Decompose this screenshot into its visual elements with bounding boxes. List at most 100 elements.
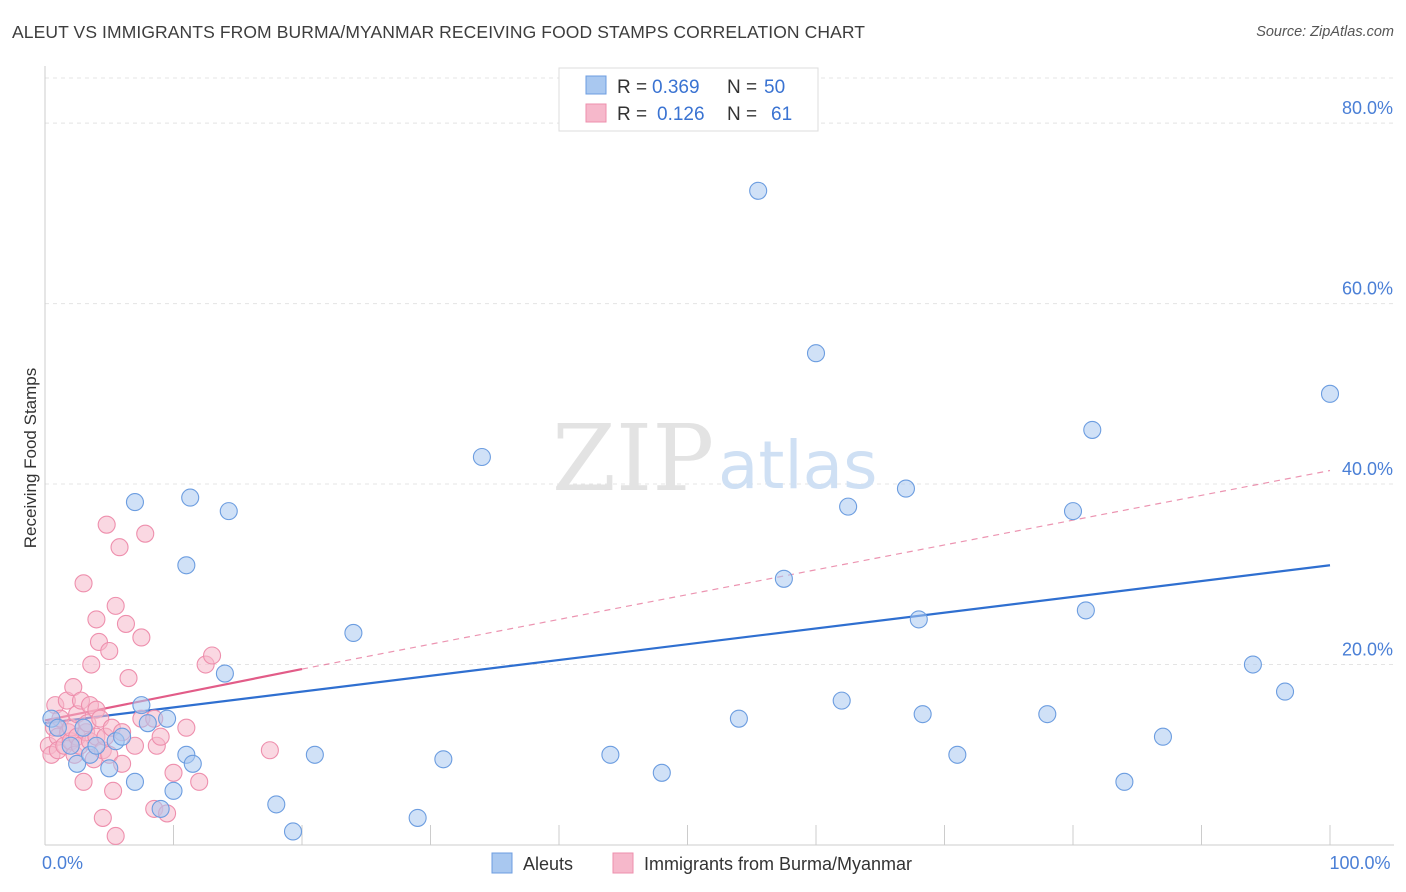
trend-line-0 — [44, 564, 1331, 725]
point-burma — [132, 628, 151, 647]
point-aleuts — [652, 763, 671, 782]
point-aleuts — [1320, 384, 1340, 403]
point-aleuts — [806, 344, 826, 363]
point-burma — [106, 826, 125, 846]
point-aleuts — [267, 795, 286, 814]
point-aleuts — [151, 799, 170, 818]
point-aleuts — [74, 718, 93, 737]
gridlines — [45, 77, 1394, 666]
point-burma — [177, 718, 196, 737]
stats-legend: R = 0.369 N = 50 R = 0.126 N = 61 — [558, 67, 819, 132]
legend-r-value-aleuts: 0.369 — [652, 77, 700, 98]
point-aleuts — [909, 610, 928, 629]
data-points — [39, 181, 1340, 846]
point-burma — [97, 515, 116, 534]
legend-n-value-aleuts: 50 — [764, 77, 785, 98]
legend-n-label-burma: N = — [727, 104, 757, 125]
y-tick-label: 40.0% — [1342, 459, 1393, 479]
point-aleuts — [138, 714, 157, 733]
y-tick-label: 60.0% — [1342, 279, 1393, 299]
point-aleuts — [183, 754, 202, 773]
series-legend-swatch-burma — [612, 852, 634, 874]
point-burma — [100, 641, 119, 661]
point-aleuts — [87, 736, 106, 755]
tick-labels: 20.0% 40.0% 60.0% 80.0% 0.0% 100.0% — [42, 98, 1393, 873]
legend-swatch-burma — [585, 103, 607, 123]
point-burma — [82, 655, 101, 674]
point-aleuts — [68, 754, 87, 773]
point-aleuts — [48, 718, 67, 737]
point-burma — [110, 538, 129, 557]
point-aleuts — [434, 750, 453, 769]
point-aleuts — [61, 736, 80, 755]
series-legend-swatch-aleuts — [491, 852, 513, 874]
point-burma — [151, 727, 170, 746]
point-aleuts — [774, 569, 793, 588]
point-burma — [116, 614, 136, 633]
point-aleuts — [181, 488, 200, 507]
point-burma — [260, 741, 279, 760]
series-legend-label-aleuts: Aleuts — [523, 854, 573, 874]
point-burma — [74, 574, 93, 593]
point-burma — [136, 524, 155, 543]
point-aleuts — [472, 447, 491, 467]
point-aleuts — [125, 772, 144, 791]
point-aleuts — [729, 709, 748, 728]
series-legend-label-burma: Immigrants from Burma/Myanmar — [644, 854, 912, 874]
legend-r-label-burma: R = — [617, 104, 647, 125]
point-burma — [125, 736, 144, 755]
point-burma — [74, 772, 93, 791]
point-aleuts — [344, 623, 363, 642]
point-aleuts — [125, 493, 144, 512]
point-aleuts — [913, 705, 932, 724]
watermark-atlas: atlas — [718, 427, 878, 504]
point-aleuts — [1083, 420, 1102, 439]
point-aleuts — [283, 822, 303, 841]
point-aleuts — [215, 664, 234, 683]
point-aleuts — [1038, 705, 1057, 724]
watermark: ZIP atlas — [552, 405, 878, 512]
point-aleuts — [601, 745, 620, 764]
point-burma — [87, 610, 106, 629]
point-aleuts — [164, 781, 183, 800]
point-burma — [104, 781, 123, 800]
point-aleuts — [1275, 682, 1295, 701]
x-tick-label: 0.0% — [42, 853, 83, 873]
series-legend: Aleuts Immigrants from Burma/Myanmar — [491, 852, 912, 874]
point-burma — [64, 678, 83, 697]
legend-swatch-aleuts — [585, 75, 607, 95]
point-aleuts — [132, 696, 151, 715]
legend-r-label-aleuts: R = — [617, 77, 647, 98]
point-aleuts — [219, 502, 238, 521]
point-aleuts — [1153, 727, 1172, 746]
y-axis-label: Receiving Food Stamps — [21, 368, 40, 548]
point-aleuts — [1115, 772, 1134, 791]
legend-n-value-burma: 61 — [771, 104, 792, 125]
y-tick-label: 80.0% — [1342, 98, 1393, 118]
point-aleuts — [948, 745, 967, 764]
legend-r-value-burma: 0.126 — [657, 104, 705, 125]
point-aleuts — [305, 745, 324, 764]
point-aleuts — [177, 556, 196, 575]
trend-line-dashed-1 — [301, 469, 1331, 670]
point-aleuts — [1063, 502, 1083, 521]
chart-title: ALEUT VS IMMIGRANTS FROM BURMA/MYANMAR R… — [12, 22, 866, 42]
axes — [44, 66, 1394, 846]
point-burma — [164, 763, 183, 782]
point-aleuts — [1243, 655, 1262, 674]
x-tick-label: 100.0% — [1329, 853, 1390, 873]
y-tick-label: 20.0% — [1342, 640, 1393, 660]
point-aleuts — [100, 759, 119, 778]
point-aleuts — [832, 691, 851, 710]
source-label: Source: ZipAtlas.com — [1256, 24, 1394, 40]
point-burma — [106, 596, 125, 615]
point-aleuts — [113, 727, 132, 746]
point-aleuts — [896, 479, 916, 498]
point-aleuts — [408, 808, 427, 827]
point-burma — [93, 808, 112, 827]
point-aleuts — [1076, 601, 1095, 620]
point-aleuts — [749, 181, 768, 200]
point-burma — [203, 646, 222, 665]
legend-n-label-aleuts: N = — [727, 77, 757, 98]
